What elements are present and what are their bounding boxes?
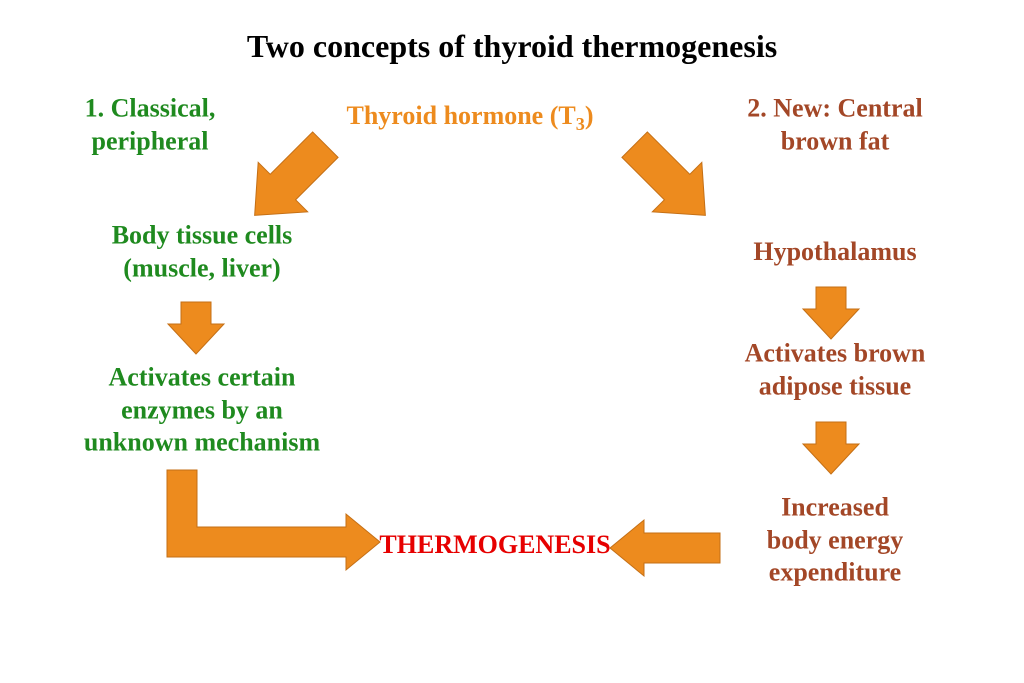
arrow-right-down-1 <box>803 287 859 339</box>
node-activates-brown: Activates brownadipose tissue <box>745 338 926 403</box>
arrow-right-down-2 <box>803 422 859 474</box>
diagram-title: Two concepts of thyroid thermogenesis <box>0 26 1024 66</box>
node-concept1-label: 1. Classical,peripheral <box>85 93 216 158</box>
node-hypothalamus: Hypothalamus <box>753 236 916 269</box>
arrow-elbow-left <box>167 470 380 570</box>
arrow-left-down-1 <box>168 302 224 354</box>
node-increased-energy: Increasedbody energyexpenditure <box>767 491 904 589</box>
arrow-top-right-diag <box>610 120 730 240</box>
node-thermogenesis: THERMOGENESIS <box>379 529 610 562</box>
arrow-right-to-center <box>610 520 720 576</box>
node-thyroid-hormone: Thyroid hormone (T3) <box>347 100 594 136</box>
node-activates-enzymes: Activates certainenzymes by anunknown me… <box>84 361 320 459</box>
diagram-canvas: Two concepts of thyroid thermogenesis 1.… <box>0 0 1024 683</box>
node-body-tissue: Body tissue cells(muscle, liver) <box>112 220 293 285</box>
node-concept2-label: 2. New: Centralbrown fat <box>747 93 922 158</box>
